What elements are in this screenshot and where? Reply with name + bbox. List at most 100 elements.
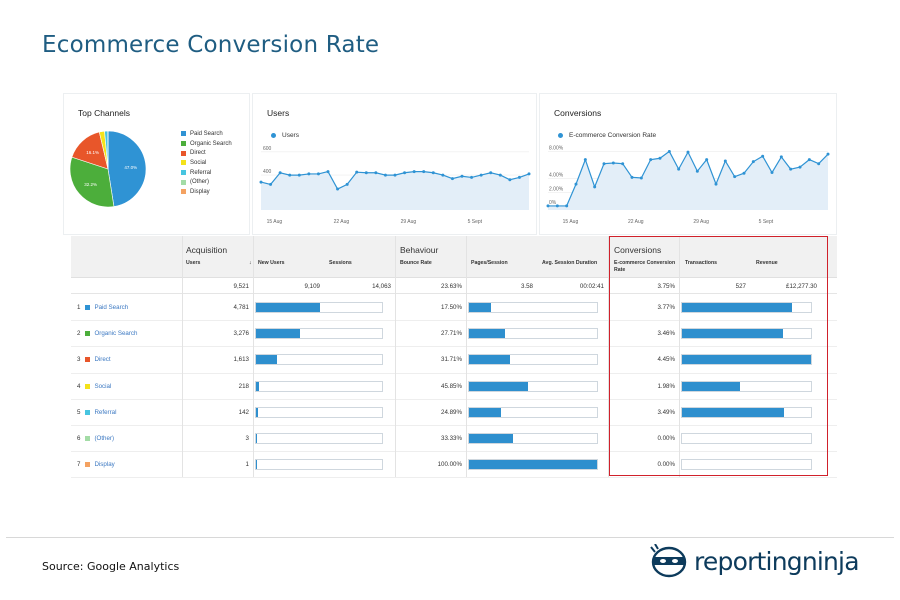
col-sessions[interactable]: Sessions [329,260,352,266]
data-point[interactable] [479,173,483,177]
data-point[interactable] [695,169,699,173]
data-point[interactable] [649,158,653,162]
data-point[interactable] [602,162,606,166]
data-point[interactable] [630,175,634,179]
bar-fill [256,329,301,339]
data-point[interactable] [789,167,793,171]
data-point[interactable] [470,175,474,179]
data-point[interactable] [770,171,774,175]
col-avg-session-duration[interactable]: Avg. Session Duration [542,260,598,266]
channel-link[interactable]: Organic Search [94,330,138,338]
data-point[interactable] [383,173,387,177]
col-sort-indicator[interactable]: ↓ [249,260,252,266]
legend-label: Social [190,159,207,166]
data-point[interactable] [639,176,643,180]
data-point[interactable] [393,173,397,177]
bar-fill [682,329,783,339]
data-point[interactable] [555,204,559,208]
data-point[interactable] [686,150,690,154]
transactions-bar [681,433,812,444]
data-point[interactable] [259,180,263,184]
data-point[interactable] [345,182,349,186]
data-point[interactable] [441,173,445,177]
data-point[interactable] [336,187,340,191]
data-point[interactable] [667,149,671,153]
data-point[interactable] [714,182,718,186]
total-pages-session: 3.58 [520,283,533,290]
data-point[interactable] [527,172,531,176]
col-new-users[interactable]: New Users [258,260,285,266]
data-point[interactable] [798,165,802,169]
data-point[interactable] [761,154,765,158]
conversions-highlight-box [609,236,828,476]
data-point[interactable] [288,173,292,177]
data-point[interactable] [565,204,569,208]
legend-item: Direct [181,148,232,158]
data-point[interactable] [374,171,378,175]
col-users[interactable]: Users [186,260,201,266]
data-point[interactable] [611,161,615,165]
channel-link[interactable]: Social [94,382,112,390]
data-point[interactable] [677,167,681,171]
data-point[interactable] [307,172,311,176]
col-transactions[interactable]: Transactions [685,260,718,266]
data-point[interactable] [517,175,521,179]
pie-slice[interactable] [70,156,115,208]
col-ecommerce-conversion-rate[interactable]: E-commerce Conversion Rate [614,260,676,273]
legend-item: Social [181,158,232,168]
data-point[interactable] [422,170,426,174]
data-point[interactable] [431,171,435,175]
total-users: 9,521 [233,283,249,290]
data-point[interactable] [460,174,464,178]
channel-link[interactable]: Paid Search [94,304,129,311]
pie-slice[interactable] [107,130,147,207]
data-point[interactable] [593,185,597,189]
channel-link[interactable]: Direct [94,356,111,364]
bar-fill [256,381,259,391]
data-point[interactable] [583,158,587,162]
data-point[interactable] [316,172,320,176]
data-point[interactable] [807,158,811,162]
data-point[interactable] [826,152,830,156]
data-point[interactable] [751,160,755,164]
data-point[interactable] [355,170,359,174]
data-point[interactable] [508,178,512,182]
data-point[interactable] [705,158,709,162]
channel-link[interactable]: (Other) [94,435,115,442]
source-note: Source: Google Analytics [42,560,180,573]
data-point[interactable] [412,170,416,174]
data-point[interactable] [723,159,727,163]
cell-conversion-rate: 3.49% [657,408,675,416]
data-point[interactable] [364,171,368,175]
data-point[interactable] [574,182,578,186]
data-point[interactable] [326,170,330,174]
data-point[interactable] [403,171,407,175]
legend-swatch [181,131,186,137]
data-point[interactable] [546,204,550,208]
data-point[interactable] [742,171,746,175]
table-row: 2 Organic Search 3,276 27.71% 3.46% [71,321,837,348]
channel-swatch [85,409,91,415]
data-point[interactable] [498,173,502,177]
row-channel: 3 Direct [77,356,111,363]
data-point[interactable] [658,156,662,160]
bar-fill [256,303,321,312]
new-users-bar [255,380,383,392]
data-point[interactable] [733,175,737,179]
data-point[interactable] [489,171,493,175]
data-point[interactable] [817,162,821,166]
data-point[interactable] [450,177,454,181]
col-pages-session[interactable]: Pages/Session [471,260,508,266]
col-revenue[interactable]: Revenue [756,260,778,266]
data-point[interactable] [621,162,625,166]
legend-item: Organic Search [181,139,232,149]
col-divider [395,236,396,477]
bar-fill [682,381,741,391]
data-point[interactable] [779,155,783,159]
channel-link[interactable]: Display [94,461,115,469]
data-point[interactable] [297,173,301,177]
col-bounce-rate[interactable]: Bounce Rate [400,260,432,266]
data-point[interactable] [278,171,282,175]
channel-link[interactable]: Referral [94,408,117,416]
data-point[interactable] [269,182,273,186]
